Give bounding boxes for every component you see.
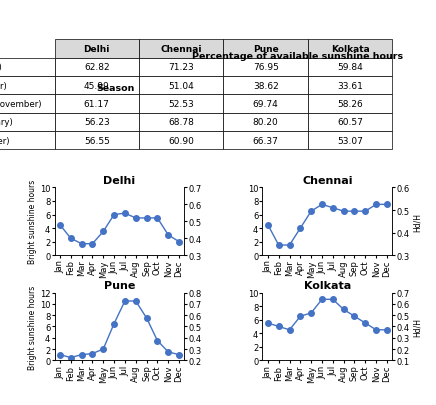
Title: Chennai: Chennai [302,176,353,186]
Y-axis label: Bright sunshine hours: Bright sunshine hours [28,285,37,369]
Title: Pune: Pune [104,281,135,291]
Title: Delhi: Delhi [103,176,136,186]
Y-axis label: Bright sunshine hours: Bright sunshine hours [28,180,37,264]
Y-axis label: Hd/H: Hd/H [412,317,422,336]
Text: Season: Season [96,84,135,93]
Text: Percentage of available sunshine hours: Percentage of available sunshine hours [192,51,403,60]
Y-axis label: Hd/H: Hd/H [412,212,422,231]
Title: Kolkata: Kolkata [304,281,351,291]
